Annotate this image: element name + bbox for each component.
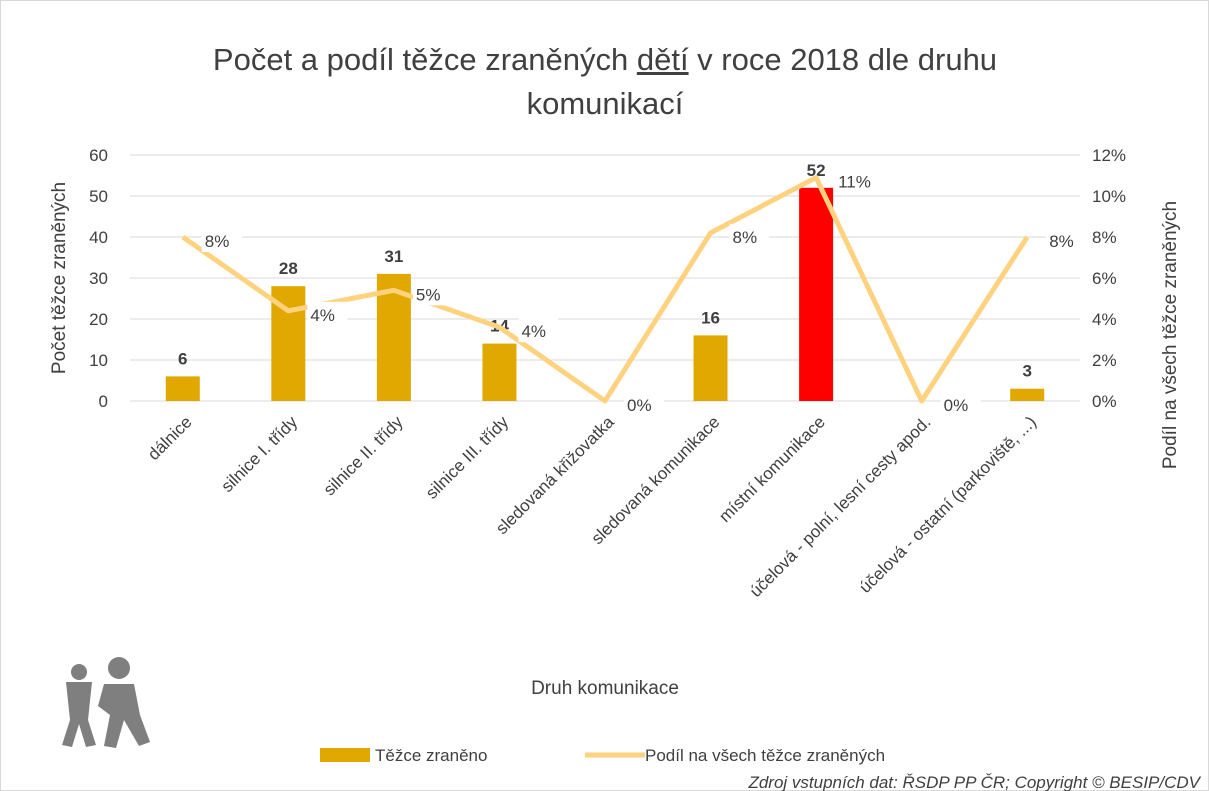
line-value-label: 8% [205, 232, 230, 251]
y2-tick-label: 4% [1092, 310, 1117, 329]
bar-value-label: 3 [1022, 362, 1031, 381]
legend-label: Podíl na všech těžce zraněných [645, 746, 885, 765]
line-value-label: 4% [521, 322, 546, 341]
y-tick-label: 60 [89, 146, 108, 165]
bar [165, 376, 200, 401]
line-label-bg [1046, 228, 1087, 252]
line-label-bg [729, 223, 770, 248]
line-label-bg [835, 168, 876, 193]
title-part: Počet a podíl těžce zraněných [212, 42, 637, 77]
y-axis-title: Počet těžce zraněných [49, 182, 70, 374]
y-tick-label: 30 [89, 269, 108, 288]
source: Zdroj vstupních dat: ŘSDP PP ČR; Copyrig… [747, 773, 1201, 791]
y-tick-label: 50 [89, 187, 108, 206]
bar [482, 343, 517, 401]
y-tick-label: 40 [89, 228, 108, 247]
bar-value-label: 31 [384, 247, 403, 266]
bar-value-label: 6 [178, 349, 187, 368]
legend-swatch [320, 748, 370, 762]
logo [62, 657, 150, 748]
line-value-label: 8% [733, 228, 758, 247]
bar-value-label: 16 [701, 308, 720, 327]
bar [693, 335, 728, 401]
y2-tick-label: 10% [1092, 187, 1126, 206]
line-value-label: 0% [627, 396, 652, 415]
bar-value-label: 28 [279, 259, 298, 278]
line-label-bg [307, 301, 348, 326]
line-value-label: 11% [838, 173, 871, 192]
title-part: v roce 2018 dle druhu komunikací [526, 42, 998, 121]
line-label-bg [412, 281, 453, 306]
bar [1010, 388, 1045, 401]
y2-tick-label: 8% [1092, 228, 1117, 247]
line-label-bg [624, 392, 664, 416]
y2-axis-title: Podíl na všech těžce zraněných [1160, 201, 1181, 469]
y2-tick-label: 12% [1092, 146, 1126, 165]
y2-tick-label: 0% [1092, 392, 1117, 411]
line-label-bg [940, 392, 981, 416]
y-tick-label: 20 [89, 310, 108, 329]
bar-value-label: 52 [807, 161, 826, 180]
line-label-bg [518, 318, 559, 343]
line-value-label: 8% [1049, 232, 1074, 251]
y-tick-label: 0 [99, 392, 108, 411]
chart-title: Počet a podíl těžce zraněných dětí v roc… [205, 38, 1005, 126]
legend-label: Těžce zraněno [375, 746, 487, 765]
y-tick-label: 10 [89, 351, 108, 370]
y2-tick-label: 2% [1092, 351, 1117, 370]
line-label-bg [201, 228, 242, 252]
y2-tick-label: 6% [1092, 269, 1117, 288]
line-value-label: 0% [944, 396, 969, 415]
line-value-label: 5% [416, 285, 441, 304]
title-part: dětí [636, 42, 689, 77]
bar [799, 187, 834, 401]
line-value-label: 4% [310, 306, 335, 325]
x-axis-title: Druh komunikace [531, 678, 679, 699]
